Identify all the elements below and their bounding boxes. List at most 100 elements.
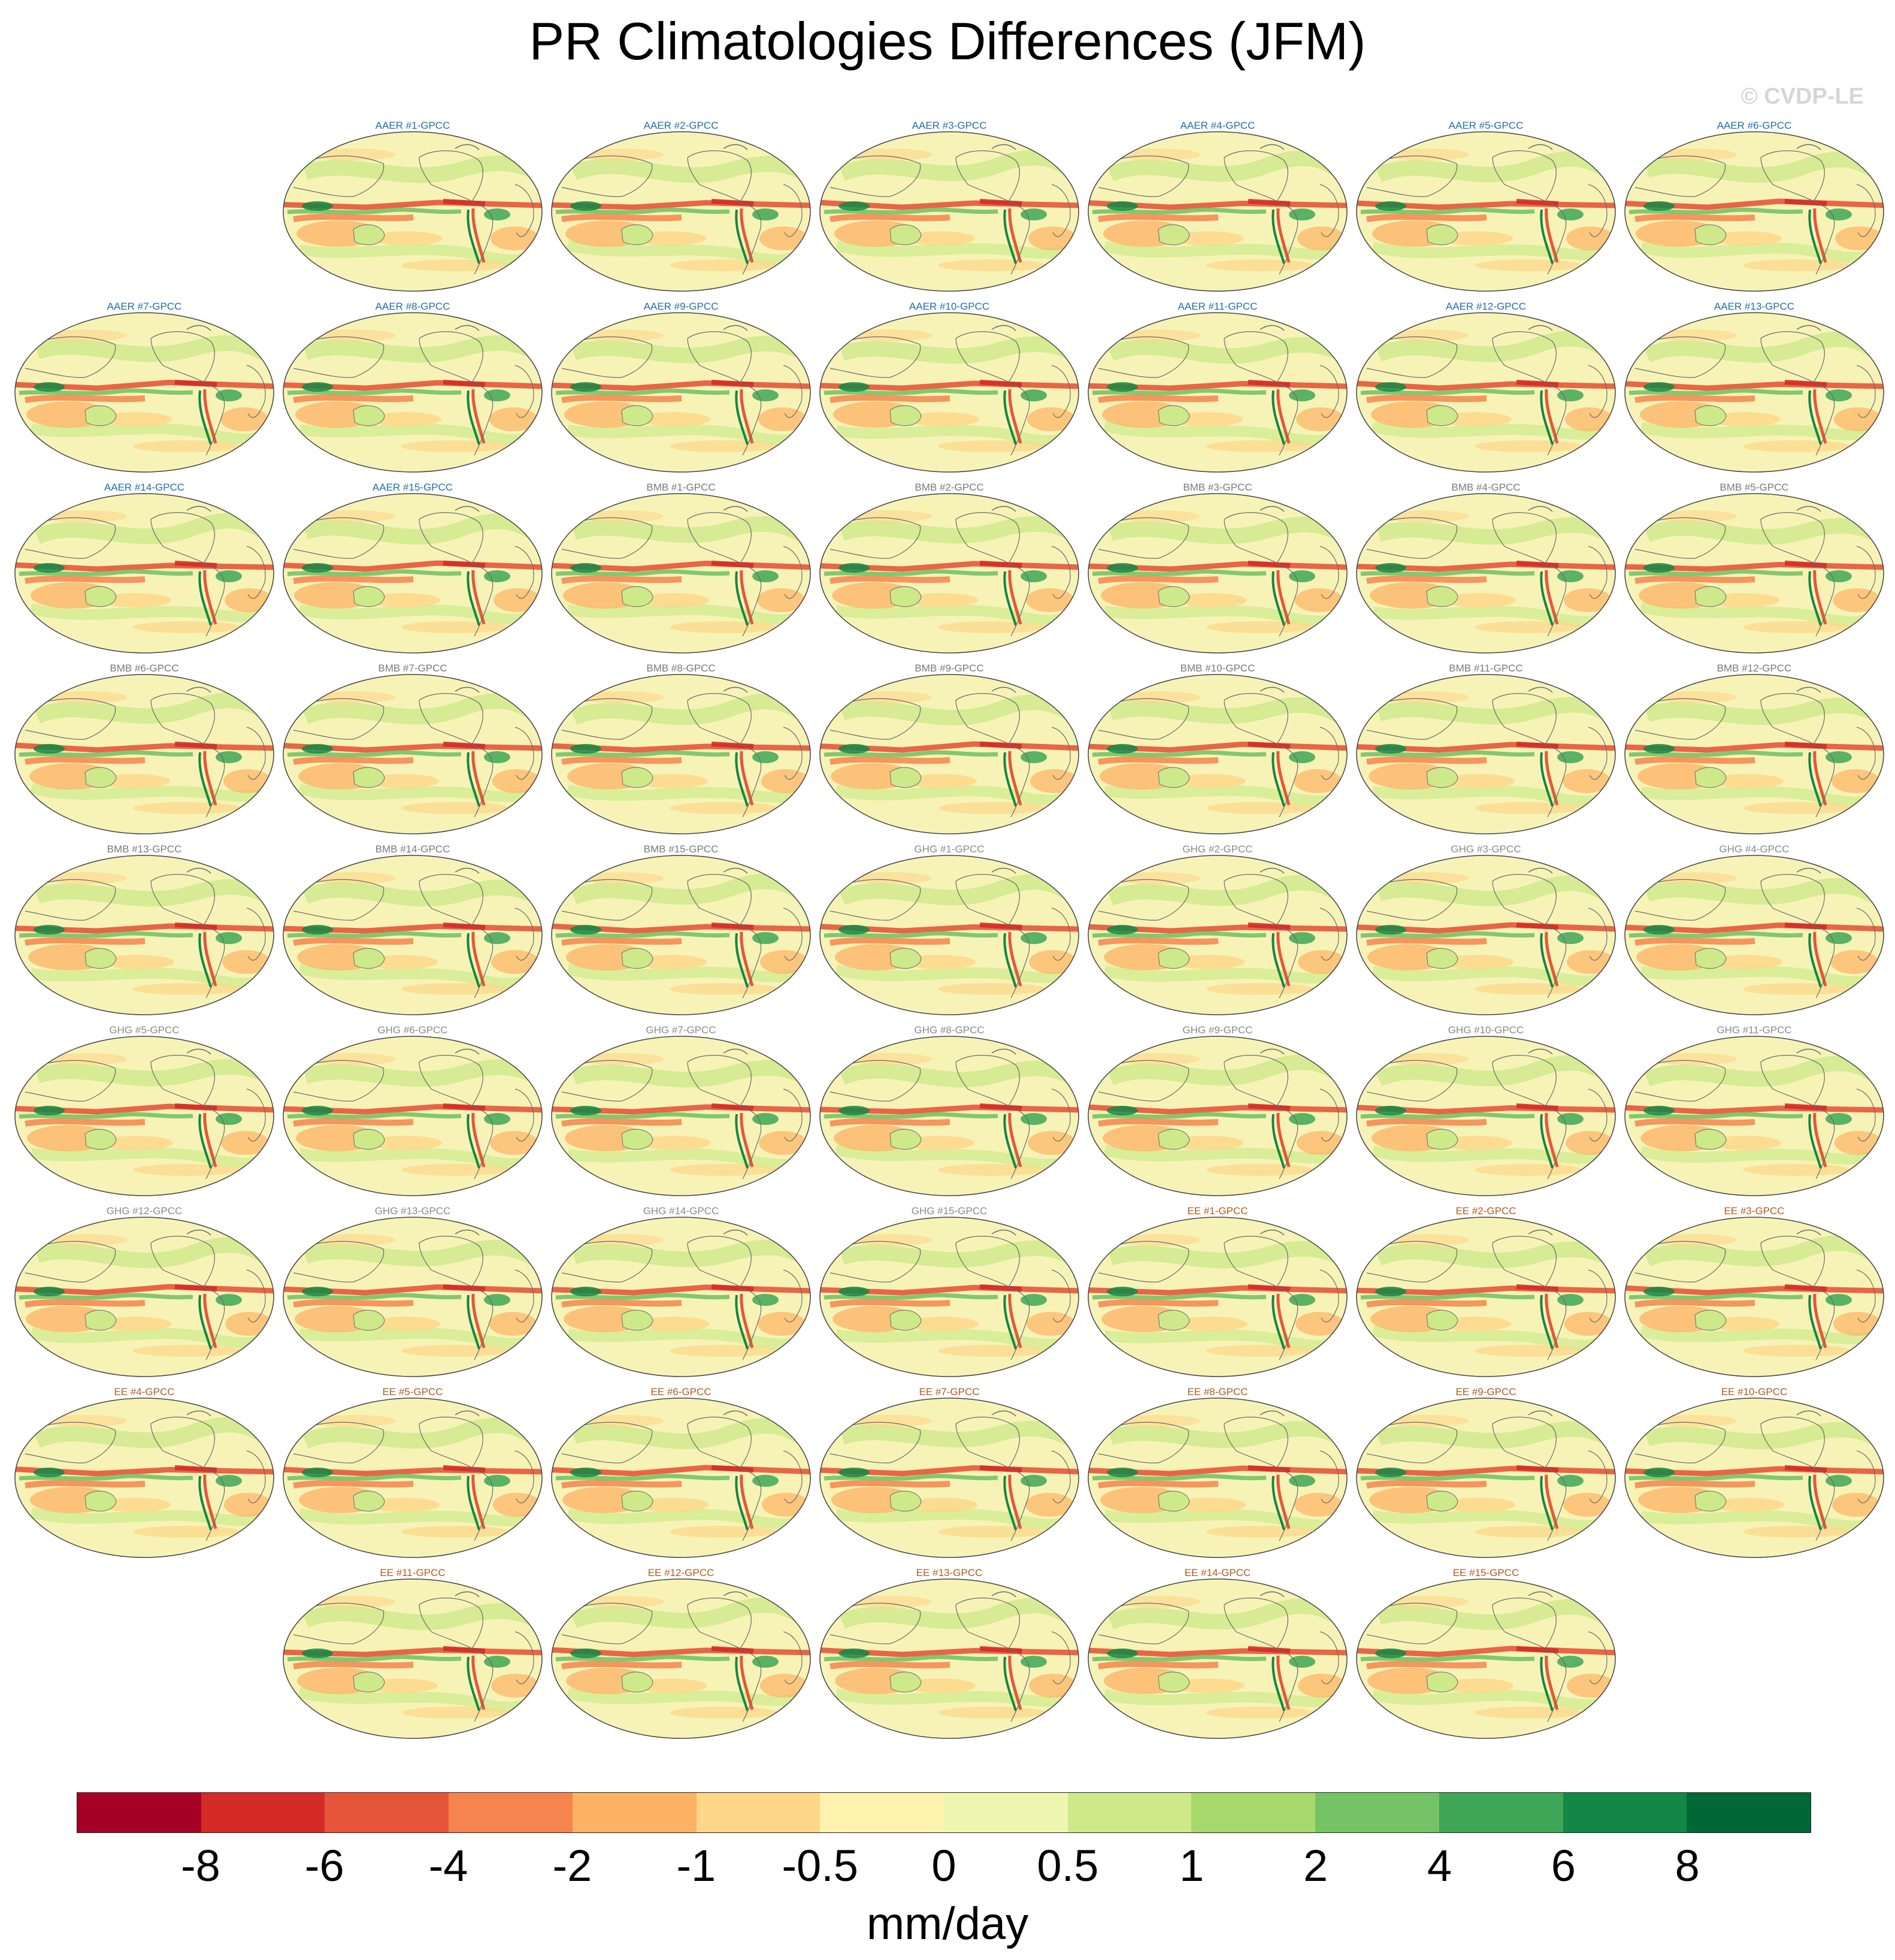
panel-title: GHG #4-GPCC bbox=[1719, 843, 1790, 855]
map-panel: GHG #9-GPCC bbox=[1084, 1024, 1351, 1204]
world-map-icon bbox=[551, 1578, 811, 1739]
map-panel: AAER #14-GPCC bbox=[11, 482, 278, 661]
map-panel: AAER #9-GPCC bbox=[547, 301, 815, 480]
panel-title: BMB #8-GPCC bbox=[646, 663, 716, 674]
map-panel: GHG #8-GPCC bbox=[816, 1024, 1083, 1204]
panel-title: AAER #5-GPCC bbox=[1448, 120, 1524, 131]
world-map-icon bbox=[551, 855, 811, 1015]
map-panel: EE #10-GPCC bbox=[1621, 1386, 1888, 1566]
panel-title: BMB #4-GPCC bbox=[1451, 482, 1521, 493]
map-panel: AAER #2-GPCC bbox=[547, 120, 815, 300]
panel-title: BMB #12-GPCC bbox=[1717, 663, 1792, 674]
world-map-icon bbox=[1088, 1217, 1348, 1377]
panel-title: GHG #1-GPCC bbox=[914, 843, 985, 855]
panel-title: EE #1-GPCC bbox=[1187, 1205, 1248, 1217]
map-panel: BMB #4-GPCC bbox=[1352, 482, 1619, 661]
world-map-icon bbox=[283, 1398, 543, 1558]
world-map-icon bbox=[819, 1578, 1079, 1739]
panel-title: EE #7-GPCC bbox=[919, 1386, 980, 1398]
colorbar-tick-label: -4 bbox=[428, 1841, 468, 1891]
panel-title: GHG #14-GPCC bbox=[643, 1205, 719, 1217]
map-panel: BMB #10-GPCC bbox=[1084, 663, 1351, 842]
world-map-icon bbox=[1356, 1398, 1616, 1558]
world-map-icon bbox=[283, 1036, 543, 1196]
panel-title: EE #5-GPCC bbox=[382, 1386, 443, 1398]
map-panel: GHG #10-GPCC bbox=[1352, 1024, 1619, 1204]
world-map-icon bbox=[14, 1217, 274, 1377]
panel-title: AAER #9-GPCC bbox=[643, 301, 719, 312]
panel-title: EE #2-GPCC bbox=[1455, 1205, 1516, 1217]
world-map-icon bbox=[1088, 1578, 1348, 1739]
panel-title: GHG #15-GPCC bbox=[911, 1205, 988, 1217]
panel-title: GHG #11-GPCC bbox=[1717, 1024, 1792, 1036]
world-map-icon bbox=[819, 1217, 1079, 1377]
world-map-icon bbox=[283, 493, 543, 654]
panel-title: AAER #7-GPCC bbox=[107, 301, 182, 312]
panel-title: EE #4-GPCC bbox=[114, 1386, 175, 1398]
colorbar-tick-labels: -8 -6 -4 -2 -1 -0.5 0 0.5 1 2 4 6 8 bbox=[0, 1840, 1895, 1894]
panel-title: GHG #2-GPCC bbox=[1182, 843, 1253, 855]
world-map-icon bbox=[819, 1036, 1079, 1196]
panel-title: EE #8-GPCC bbox=[1187, 1386, 1248, 1398]
world-map-icon bbox=[14, 1036, 274, 1196]
copyright-watermark: © CVDP-LE bbox=[1740, 84, 1864, 109]
map-panel: EE #2-GPCC bbox=[1352, 1205, 1619, 1385]
map-panel: BMB #6-GPCC bbox=[11, 663, 278, 842]
map-panel: GHG #3-GPCC bbox=[1352, 843, 1619, 1023]
world-map-icon bbox=[283, 855, 543, 1015]
world-map-icon bbox=[819, 312, 1079, 473]
map-panel: AAER #15-GPCC bbox=[279, 482, 546, 661]
map-panel: GHG #6-GPCC bbox=[279, 1024, 546, 1204]
colorbar-tick-label: 0 bbox=[931, 1841, 956, 1891]
panel-title: EE #13-GPCC bbox=[916, 1567, 983, 1578]
world-map-icon bbox=[1088, 1036, 1348, 1196]
map-panel: GHG #2-GPCC bbox=[1084, 843, 1351, 1023]
world-map-icon bbox=[551, 1036, 811, 1196]
panel-title: AAER #14-GPCC bbox=[104, 482, 185, 493]
colorbar-swatch bbox=[572, 1793, 697, 1832]
colorbar-swatch bbox=[77, 1793, 201, 1832]
map-panel: GHG #13-GPCC bbox=[279, 1205, 546, 1385]
map-panel: EE #5-GPCC bbox=[279, 1386, 546, 1566]
panel-title: AAER #1-GPCC bbox=[375, 120, 450, 131]
colorbar-tick-label: -0.5 bbox=[782, 1841, 858, 1891]
map-panel: EE #15-GPCC bbox=[1352, 1567, 1619, 1747]
world-map-icon bbox=[551, 312, 811, 473]
panel-title: BMB #14-GPCC bbox=[375, 843, 450, 855]
colorbar-swatch bbox=[1439, 1793, 1563, 1832]
world-map-icon bbox=[1356, 312, 1616, 473]
colorbar-tick-label: 6 bbox=[1551, 1841, 1576, 1891]
panel-title: EE #10-GPCC bbox=[1721, 1386, 1788, 1398]
panel-title: GHG #3-GPCC bbox=[1451, 843, 1521, 855]
panel-title: AAER #8-GPCC bbox=[375, 301, 450, 312]
panel-title: BMB #15-GPCC bbox=[643, 843, 719, 855]
panel-title: AAER #10-GPCC bbox=[909, 301, 990, 312]
panel-title: AAER #4-GPCC bbox=[1180, 120, 1255, 131]
panel-title: EE #6-GPCC bbox=[650, 1386, 712, 1398]
map-panel: AAER #12-GPCC bbox=[1352, 301, 1619, 480]
colorbar-swatch bbox=[1563, 1793, 1687, 1832]
colorbar-tick-label: 0.5 bbox=[1037, 1841, 1099, 1891]
world-map-icon bbox=[819, 674, 1079, 834]
map-panel: BMB #2-GPCC bbox=[816, 482, 1083, 661]
panel-title: GHG #8-GPCC bbox=[914, 1024, 985, 1036]
colorbar-swatch bbox=[1315, 1793, 1439, 1832]
world-map-icon bbox=[1088, 674, 1348, 834]
map-panel: BMB #5-GPCC bbox=[1621, 482, 1888, 661]
panel-grid: AAER #1-GPCC AAER #2-GPCC AAER #3-GPCC AAER… bbox=[11, 120, 1888, 1747]
colorbar-unit-label: mm/day bbox=[866, 1898, 1029, 1949]
map-panel: AAER #6-GPCC bbox=[1621, 120, 1888, 300]
world-map-icon bbox=[551, 674, 811, 834]
map-panel: BMB #9-GPCC bbox=[816, 663, 1083, 842]
world-map-icon bbox=[1356, 1036, 1616, 1196]
map-panel: BMB #15-GPCC bbox=[547, 843, 815, 1023]
map-panel: BMB #3-GPCC bbox=[1084, 482, 1351, 661]
world-map-icon bbox=[1088, 855, 1348, 1015]
panel-title: BMB #9-GPCC bbox=[915, 663, 984, 674]
world-map-icon bbox=[283, 1217, 543, 1377]
colorbar-tick-label: -1 bbox=[676, 1841, 716, 1891]
map-panel: BMB #1-GPCC bbox=[547, 482, 815, 661]
map-panel: EE #13-GPCC bbox=[816, 1567, 1083, 1747]
colorbar-swatch bbox=[325, 1793, 449, 1832]
panel-title: BMB #13-GPCC bbox=[107, 843, 182, 855]
